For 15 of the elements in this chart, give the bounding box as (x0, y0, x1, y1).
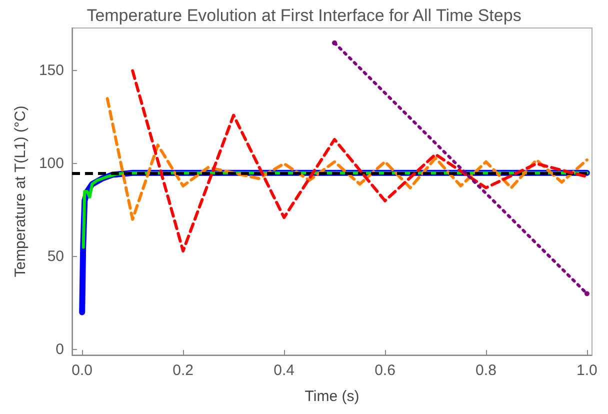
x-tick-label: 0.6 (374, 362, 396, 379)
x-tick-label: 1.0 (576, 362, 598, 379)
line-series (106, 97, 588, 221)
x-tick-label: 0.0 (72, 362, 93, 379)
y-tick-label: 100 (38, 155, 64, 172)
line-series (131, 69, 588, 252)
x-tick-label: 0.4 (274, 362, 294, 379)
y-tick-label: 150 (38, 62, 64, 80)
y-tick-label: 50 (47, 248, 64, 266)
y-tick-label: 0 (56, 340, 64, 358)
x-tick-label: 0.8 (476, 362, 496, 379)
x-axis-title: Time (s) (304, 388, 360, 405)
y-axis-title: Temperature at T(L1) (°C) (12, 106, 29, 278)
chart-title: Temperature Evolution at First Interface for All Time Steps (86, 6, 522, 25)
x-tick-label: 0.2 (172, 362, 194, 379)
